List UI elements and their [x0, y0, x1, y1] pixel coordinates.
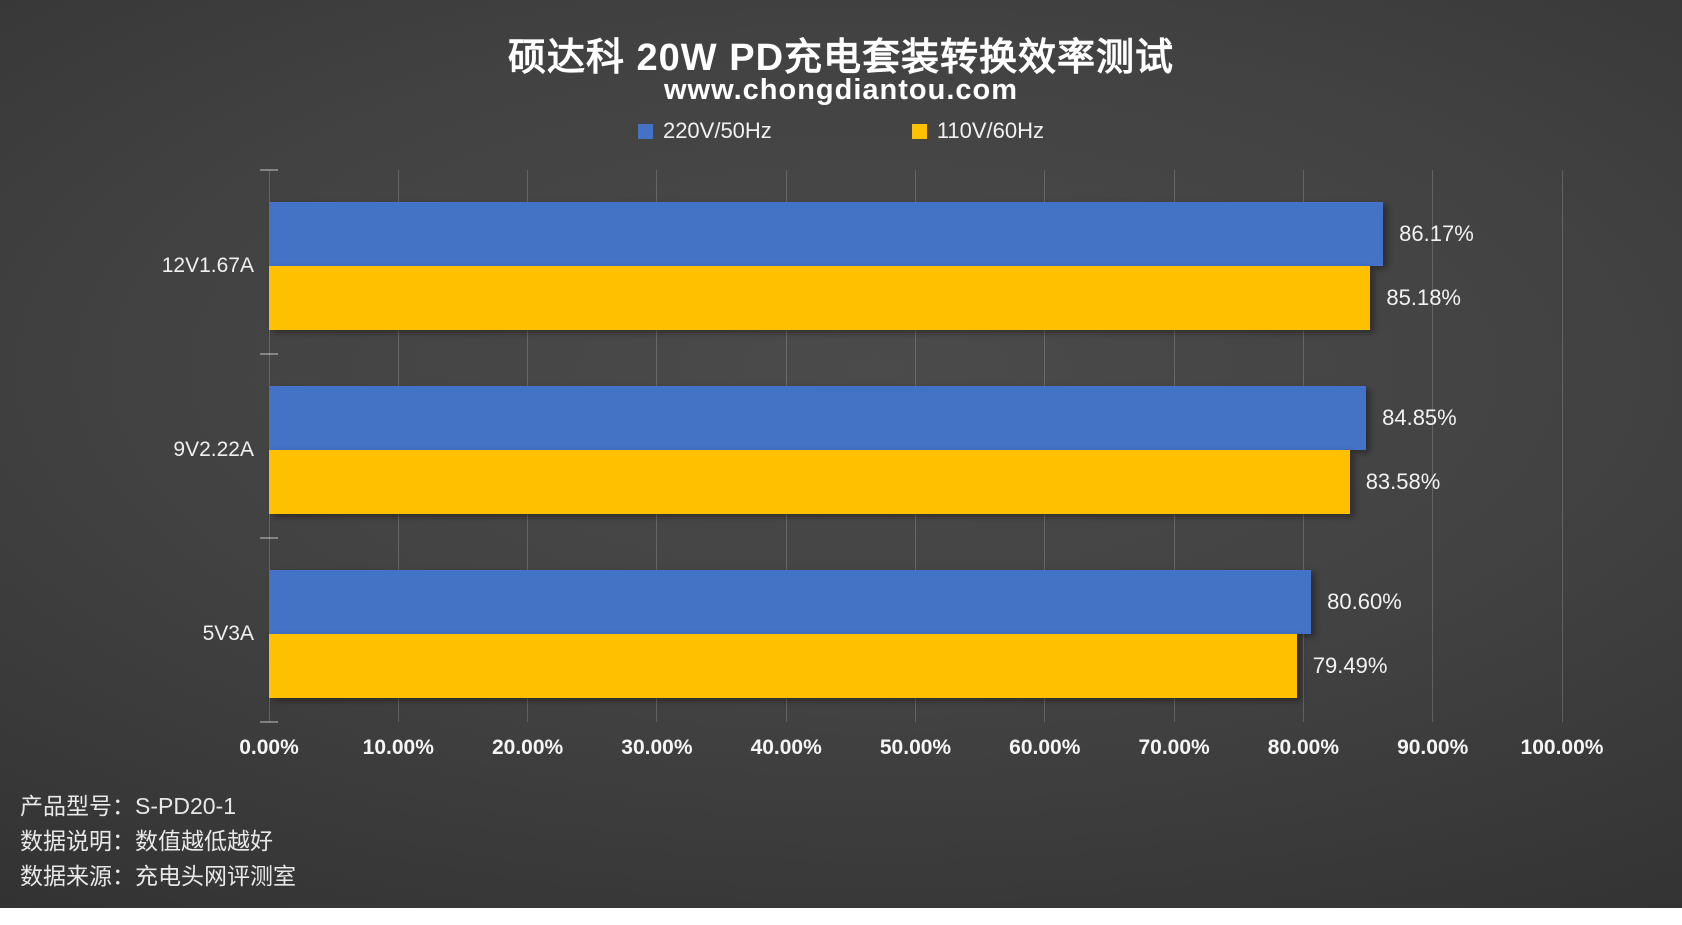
- legend-item-110v: 110V/60Hz: [911, 118, 1045, 144]
- chart-subtitle: www.chongdiantou.com: [663, 74, 1019, 106]
- x-axis-label-80: 80.00%: [1267, 736, 1339, 759]
- category-label-12V1.67A: 12V1.67A: [161, 254, 254, 277]
- bar-value-label-220V/50Hz-9V2.22A: 84.85%: [1382, 405, 1457, 430]
- category-axis-tick: [260, 537, 278, 539]
- bar-value-label-110V/60Hz-9V2.22A: 83.58%: [1365, 469, 1441, 494]
- bar-value-label-220V/50Hz-5V3A: 80.60%: [1327, 589, 1402, 614]
- category-label-9V2.22A: 9V2.22A: [173, 438, 254, 461]
- category-axis-tick: [260, 721, 278, 723]
- bar-220V/50Hz-12V1.67A: [269, 202, 1384, 266]
- footer-line-product-model: 产品型号：S-PD20-1: [20, 793, 236, 819]
- x-axis-label-0: 0.00%: [239, 736, 299, 759]
- chart-title: 硕达科 20W PD充电套装转换效率测试: [507, 37, 1175, 79]
- legend-label-220v: 220V/50Hz: [662, 118, 772, 143]
- legend-swatch-220v-icon: [637, 123, 653, 139]
- x-axis-label-40: 40.00%: [750, 736, 822, 759]
- x-axis-label-20: 20.00%: [491, 736, 564, 759]
- bar-value-label-110V/60Hz-5V3A: 79.49%: [1312, 653, 1388, 678]
- legend: 220V/50Hz 110V/60Hz: [0, 118, 1682, 144]
- bar-value-label-110V/60Hz-12V1.67A: 85.18%: [1386, 285, 1461, 310]
- x-axis-label-70: 70.00%: [1138, 736, 1210, 759]
- bar-110V/60Hz-5V3A: [269, 634, 1297, 698]
- category-axis-tick: [260, 353, 278, 355]
- legend-swatch-110v-icon: [911, 123, 927, 139]
- bar-110V/60Hz-9V2.22A: [269, 450, 1350, 514]
- legend-label-110v: 110V/60Hz: [936, 118, 1045, 143]
- legend-item-220v: 220V/50Hz: [637, 118, 772, 144]
- bar-220V/50Hz-9V2.22A: [269, 386, 1367, 450]
- bottom-white-strip: [0, 908, 1682, 925]
- x-axis-label-10: 10.00%: [362, 736, 434, 759]
- footer-line-data-note: 数据说明：数值越低越好: [20, 828, 273, 854]
- gridline-100: [1561, 170, 1563, 722]
- bar-220V/50Hz-5V3A: [269, 570, 1312, 634]
- footer-line-data-source: 数据来源：充电头网评测室: [20, 863, 296, 889]
- bar-110V/60Hz-12V1.67A: [269, 266, 1371, 330]
- x-axis-label-30: 30.00%: [621, 736, 693, 759]
- bar-value-label-220V/50Hz-12V1.67A: 86.17%: [1399, 221, 1474, 246]
- x-axis-label-50: 50.00%: [879, 736, 952, 759]
- category-axis-tick: [260, 169, 278, 171]
- category-label-5V3A: 5V3A: [202, 622, 254, 645]
- gridline-90: [1432, 170, 1434, 722]
- chart-footer: 产品型号：S-PD20-1 数据说明：数值越低越好 数据来源：充电头网评测室: [20, 789, 296, 894]
- x-axis-label-90: 90.00%: [1397, 736, 1469, 759]
- x-axis-label-60: 60.00%: [1009, 736, 1081, 759]
- x-axis-label-100: 100.00%: [1520, 736, 1604, 759]
